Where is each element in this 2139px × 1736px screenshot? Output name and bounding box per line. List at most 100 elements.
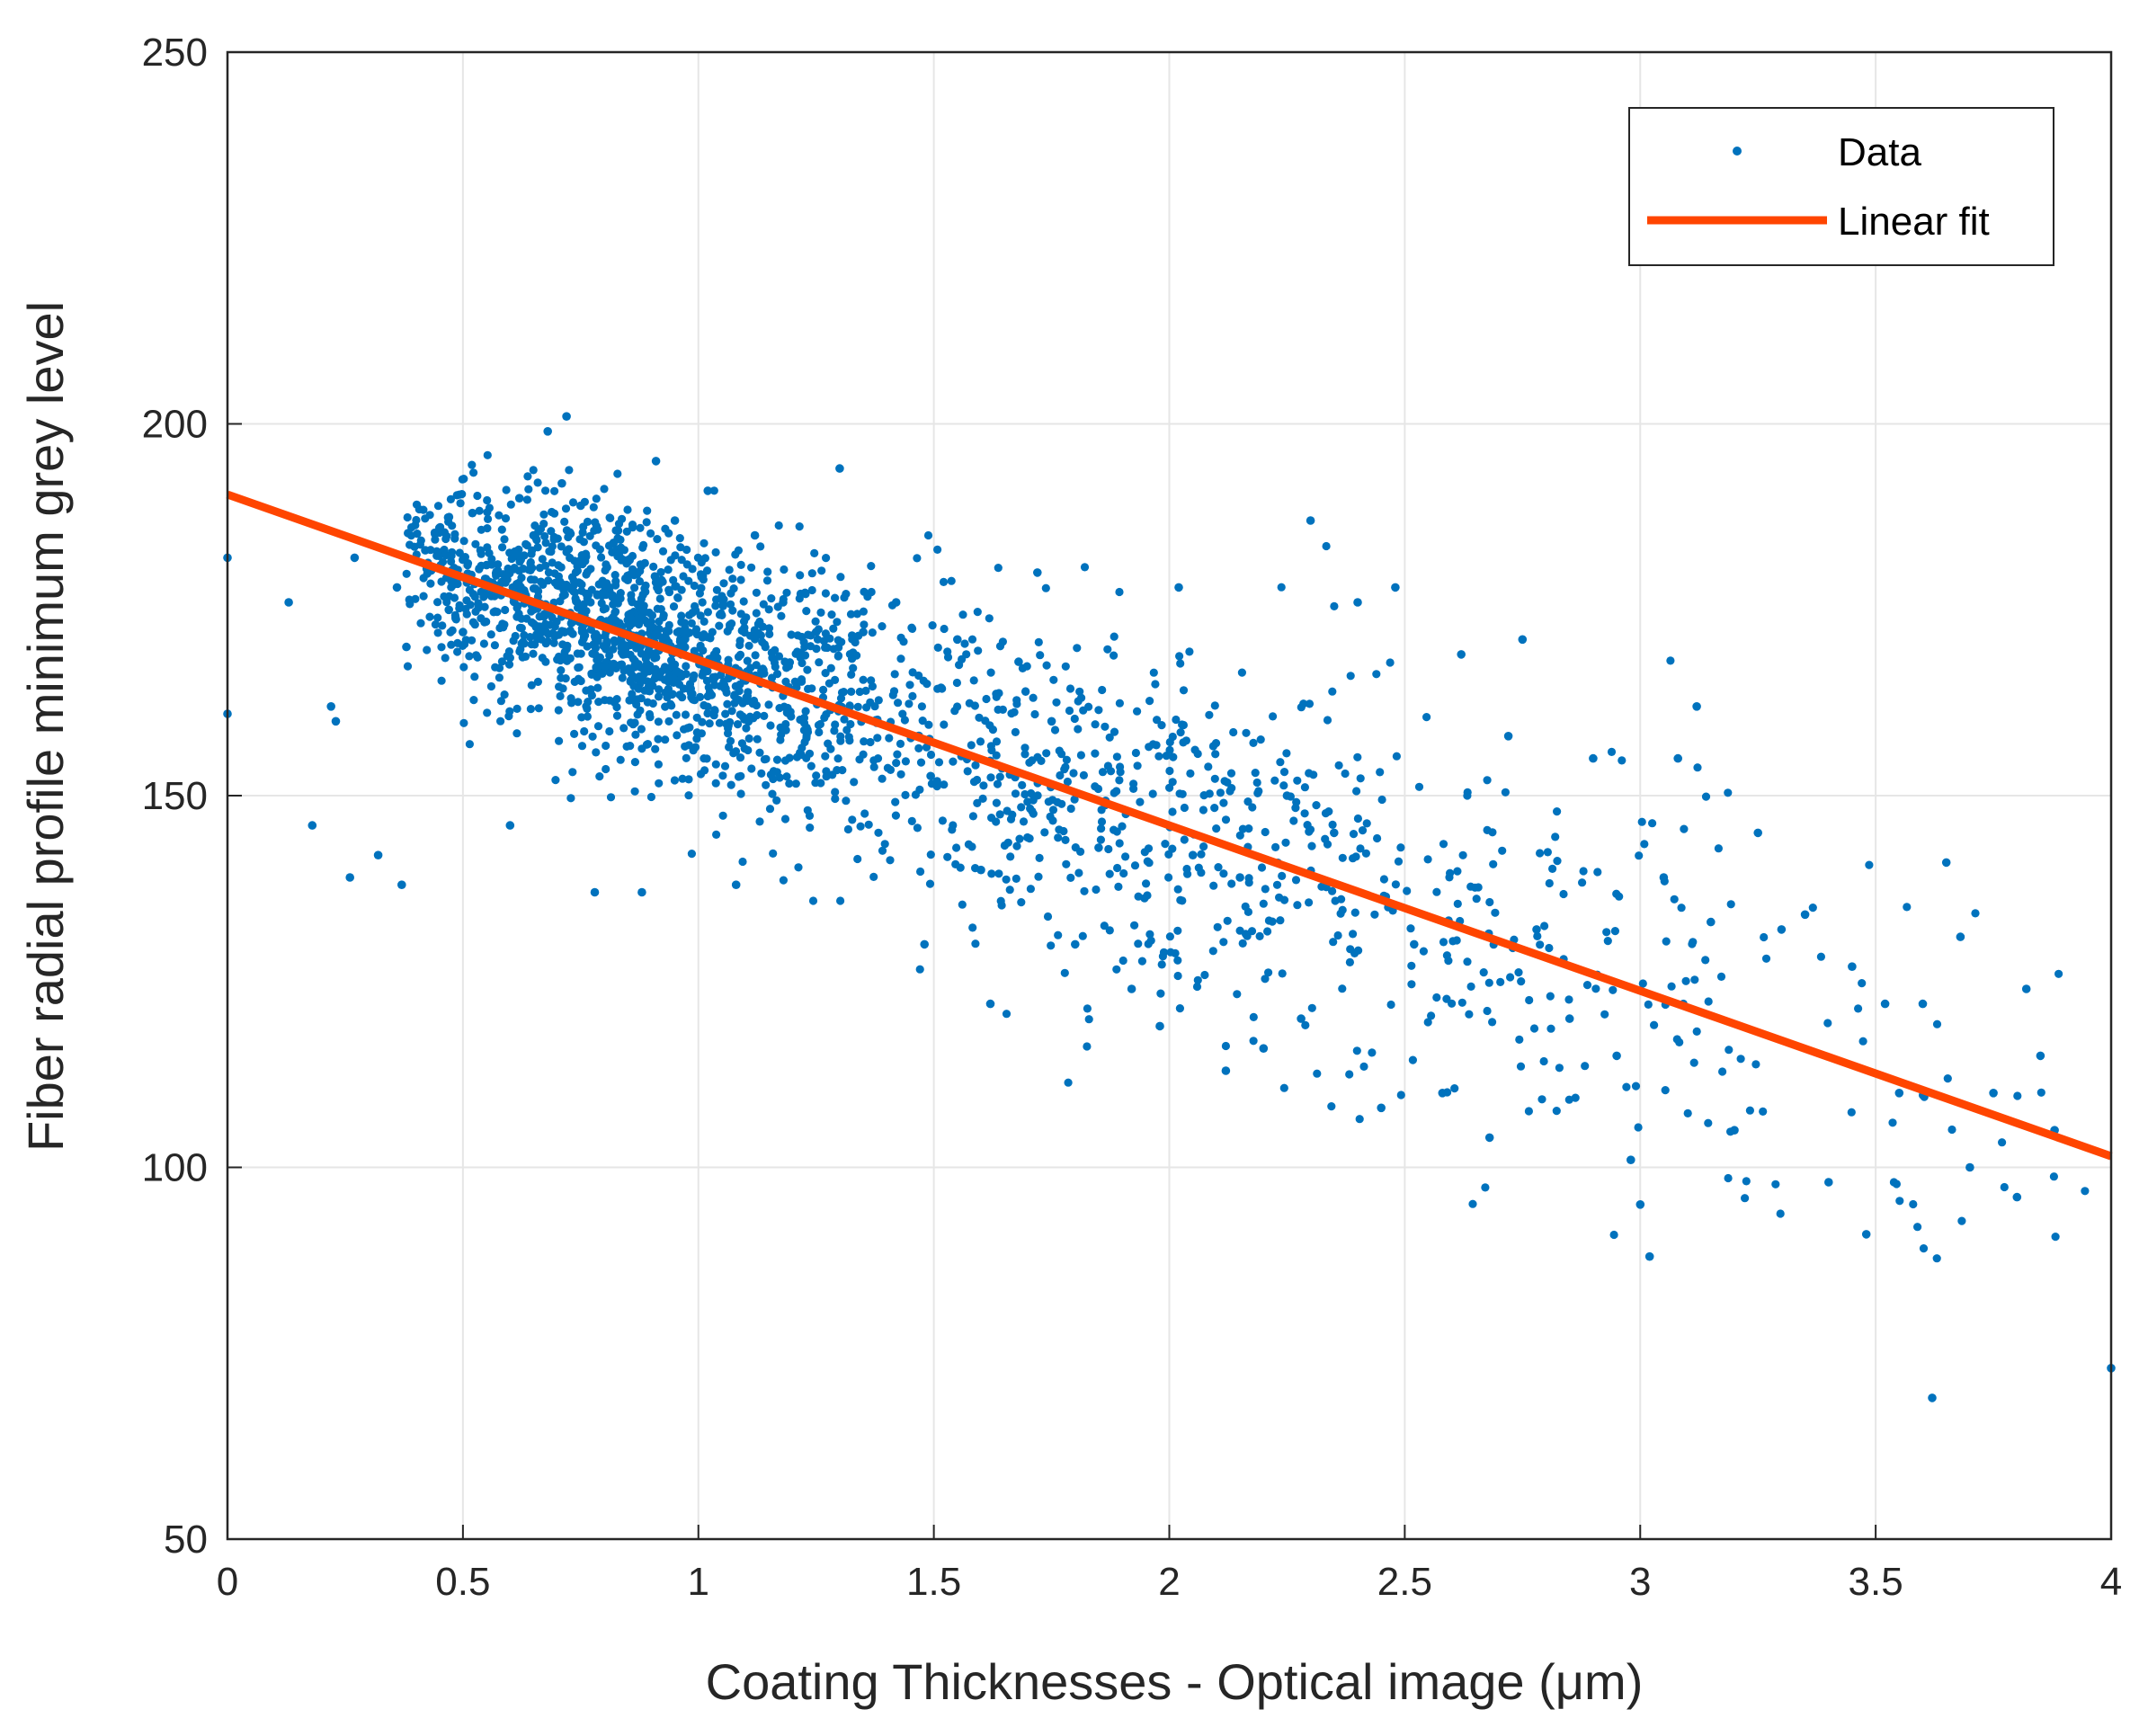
data-point bbox=[434, 551, 443, 561]
data-point bbox=[711, 601, 720, 610]
data-point bbox=[817, 566, 826, 575]
data-point bbox=[1345, 957, 1354, 966]
data-point bbox=[455, 490, 464, 499]
data-point bbox=[557, 478, 566, 488]
axis-ticks bbox=[227, 51, 2112, 1540]
data-point bbox=[736, 575, 745, 584]
data-point bbox=[1220, 777, 1229, 786]
data-point bbox=[685, 628, 694, 637]
data-point bbox=[1235, 926, 1244, 935]
data-point bbox=[747, 563, 756, 572]
data-point bbox=[602, 764, 611, 774]
data-point bbox=[803, 806, 812, 815]
x-tick-label: 1 bbox=[688, 1560, 709, 1604]
data-point bbox=[459, 663, 468, 672]
data-point bbox=[740, 715, 749, 724]
data-point bbox=[1704, 997, 1713, 1006]
data-point bbox=[550, 509, 559, 518]
data-point bbox=[976, 737, 985, 746]
data-point bbox=[1101, 722, 1110, 731]
data-point bbox=[2054, 969, 2063, 978]
data-point bbox=[700, 700, 709, 710]
data-point bbox=[810, 548, 819, 558]
data-cloud bbox=[402, 450, 2090, 1263]
data-point bbox=[638, 590, 647, 600]
data-point bbox=[1483, 1006, 1492, 1016]
data-point bbox=[602, 563, 611, 572]
data-point bbox=[994, 564, 1003, 573]
data-point bbox=[723, 699, 732, 708]
data-point bbox=[859, 628, 868, 637]
data-point bbox=[568, 498, 578, 507]
data-point bbox=[609, 539, 619, 548]
data-point bbox=[579, 634, 588, 644]
data-point bbox=[630, 758, 640, 767]
data-point bbox=[702, 676, 712, 685]
data-point bbox=[859, 607, 869, 616]
data-point bbox=[994, 869, 1003, 878]
data-point bbox=[600, 485, 609, 494]
data-point bbox=[670, 516, 680, 525]
data-point bbox=[1034, 637, 1043, 647]
data-point bbox=[594, 633, 603, 642]
data-point bbox=[1648, 819, 1657, 828]
data-point bbox=[1293, 776, 1302, 785]
data-point bbox=[703, 708, 712, 718]
data-point bbox=[637, 725, 646, 734]
data-point bbox=[655, 685, 664, 694]
data-point bbox=[1244, 824, 1253, 833]
data-point bbox=[822, 710, 831, 719]
data-point bbox=[1069, 769, 1078, 778]
data-point bbox=[1659, 873, 1669, 882]
data-point bbox=[1591, 984, 1600, 993]
data-point bbox=[582, 686, 591, 695]
data-point bbox=[501, 514, 511, 523]
data-point bbox=[1861, 1230, 1871, 1239]
data-point bbox=[528, 546, 537, 555]
data-point bbox=[739, 597, 748, 606]
data-point bbox=[1564, 995, 1573, 1004]
data-point bbox=[1056, 770, 1065, 780]
data-point bbox=[643, 506, 652, 515]
data-point bbox=[1057, 799, 1066, 808]
data-point bbox=[1052, 698, 1061, 707]
data-point bbox=[537, 577, 546, 586]
data-point bbox=[1255, 931, 1264, 940]
data-point bbox=[1559, 889, 1568, 899]
data-point bbox=[1532, 925, 1541, 934]
data-point bbox=[628, 521, 637, 530]
data-point bbox=[856, 822, 865, 831]
data-point bbox=[682, 560, 691, 569]
data-point bbox=[1221, 1066, 1231, 1075]
data-point bbox=[628, 690, 637, 699]
data-point bbox=[833, 651, 843, 660]
x-tick-label: 3.5 bbox=[1849, 1560, 1903, 1604]
data-point bbox=[807, 761, 815, 770]
data-point bbox=[1040, 828, 1049, 837]
data-point bbox=[556, 691, 565, 701]
data-point bbox=[736, 560, 745, 570]
data-point bbox=[1261, 975, 1270, 984]
data-point bbox=[759, 600, 768, 609]
data-point bbox=[617, 543, 626, 552]
data-point bbox=[534, 704, 543, 713]
data-point bbox=[1168, 807, 1177, 816]
data-point bbox=[373, 850, 383, 859]
data-point bbox=[450, 534, 459, 543]
data-point bbox=[483, 543, 492, 552]
data-point bbox=[807, 585, 816, 595]
data-point bbox=[992, 798, 1001, 807]
data-point bbox=[491, 663, 500, 672]
data-point bbox=[684, 791, 693, 800]
data-point bbox=[605, 513, 614, 522]
data-point bbox=[1341, 769, 1350, 779]
data-point bbox=[556, 577, 565, 586]
data-point bbox=[874, 696, 883, 705]
data-point bbox=[627, 591, 636, 600]
data-point bbox=[735, 680, 744, 689]
data-point bbox=[466, 601, 475, 610]
data-point bbox=[1334, 761, 1343, 770]
data-point bbox=[1546, 1024, 1555, 1033]
data-point bbox=[1269, 712, 1278, 721]
data-point bbox=[425, 612, 434, 621]
